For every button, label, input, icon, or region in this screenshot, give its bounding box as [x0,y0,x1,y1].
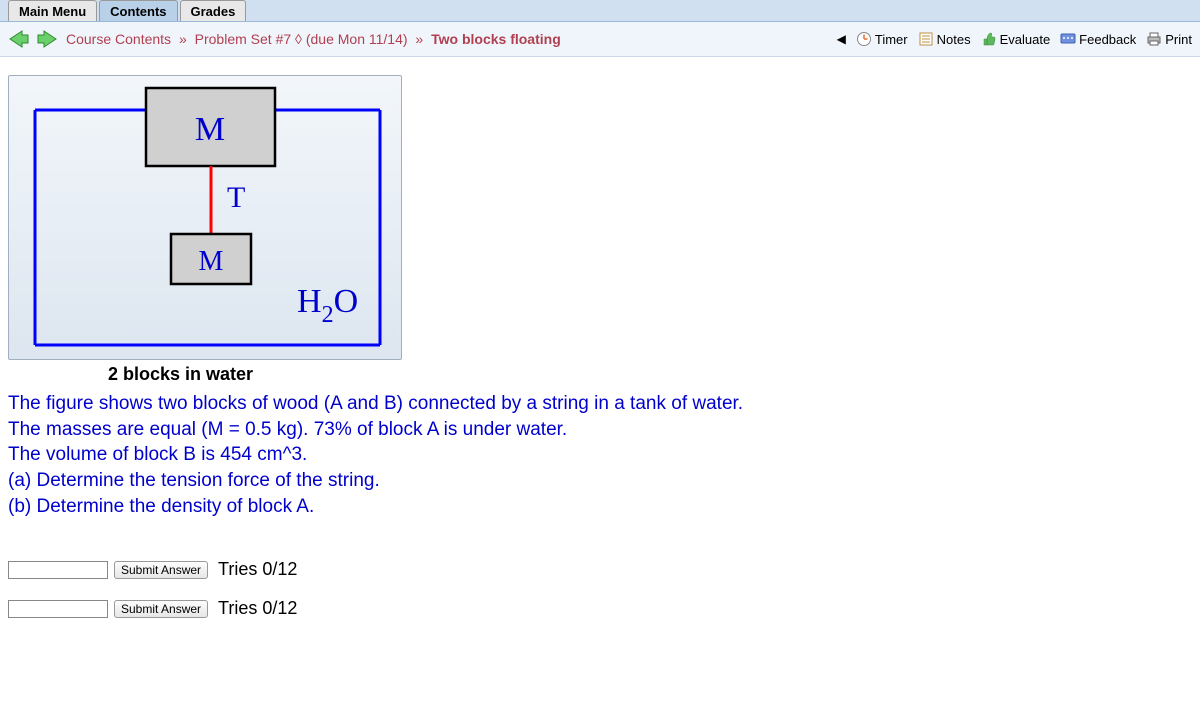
notes-icon [918,31,934,47]
problem-line-5: (b) Determine the density of block A. [8,494,1192,520]
print-tool[interactable]: Print [1146,31,1192,47]
problem-line-3: The volume of block B is 454 cm^3. [8,442,1192,468]
block-a-label: M [195,111,225,148]
tries-b: Tries 0/12 [218,598,297,619]
answer-row-a: Submit Answer Tries 0/12 [8,559,1192,580]
tries-a: Tries 0/12 [218,559,297,580]
breadcrumb: Course Contents » Problem Set #7 ◊ (due … [66,31,837,47]
tab-grades[interactable]: Grades [180,0,247,21]
print-label: Print [1165,32,1192,47]
submit-button-a[interactable]: Submit Answer [114,561,208,579]
prev-icon[interactable]: ◀ [837,32,846,46]
evaluate-tool[interactable]: Evaluate [981,31,1051,47]
clock-icon [856,31,872,47]
tab-contents[interactable]: Contents [99,0,177,21]
problem-line-4: (a) Determine the tension force of the s… [8,468,1192,494]
feedback-icon [1060,31,1076,47]
breadcrumb-course[interactable]: Course Contents [66,31,171,47]
answer-row-b: Submit Answer Tries 0/12 [8,598,1192,619]
notes-label: Notes [937,32,971,47]
answer-input-b[interactable] [8,600,108,618]
forward-arrow[interactable] [36,28,58,50]
tab-main-menu[interactable]: Main Menu [8,0,97,21]
feedback-tool[interactable]: Feedback [1060,31,1136,47]
problem-line-2: The masses are equal (M = 0.5 kg). 73% o… [8,417,1192,443]
problem-text: The figure shows two blocks of wood (A a… [8,391,1192,519]
timer-tool[interactable]: Timer [856,31,908,47]
problem-line-1: The figure shows two blocks of wood (A a… [8,391,1192,417]
content-area: M T M H2O 2 blocks in water The figure s… [0,57,1200,645]
thumbs-up-icon [981,31,997,47]
answer-area: Submit Answer Tries 0/12 Submit Answer T… [8,559,1192,619]
breadcrumb-sep: » [415,31,423,47]
breadcrumb-sep: » [179,31,187,47]
breadcrumb-bar: Course Contents » Problem Set #7 ◊ (due … [0,22,1200,57]
tab-bar: Main Menu Contents Grades [0,0,1200,22]
breadcrumb-pset[interactable]: Problem Set #7 ◊ (due Mon 11/14) [195,31,408,47]
answer-input-a[interactable] [8,561,108,579]
breadcrumb-current: Two blocks floating [431,31,561,47]
submit-button-b[interactable]: Submit Answer [114,600,208,618]
printer-icon [1146,31,1162,47]
right-tools: ◀ Timer Notes Evaluate Feedback [837,31,1192,47]
feedback-label: Feedback [1079,32,1136,47]
figure-panel: M T M H2O [8,75,402,360]
evaluate-label: Evaluate [1000,32,1051,47]
figure-svg: M T M H2O [15,82,395,350]
nav-arrows [8,28,58,50]
block-b-label: M [199,246,224,277]
timer-label: Timer [875,32,908,47]
back-arrow[interactable] [8,28,30,50]
string-label: T [227,181,245,214]
figure-caption: 2 blocks in water [8,364,1192,385]
notes-tool[interactable]: Notes [918,31,971,47]
